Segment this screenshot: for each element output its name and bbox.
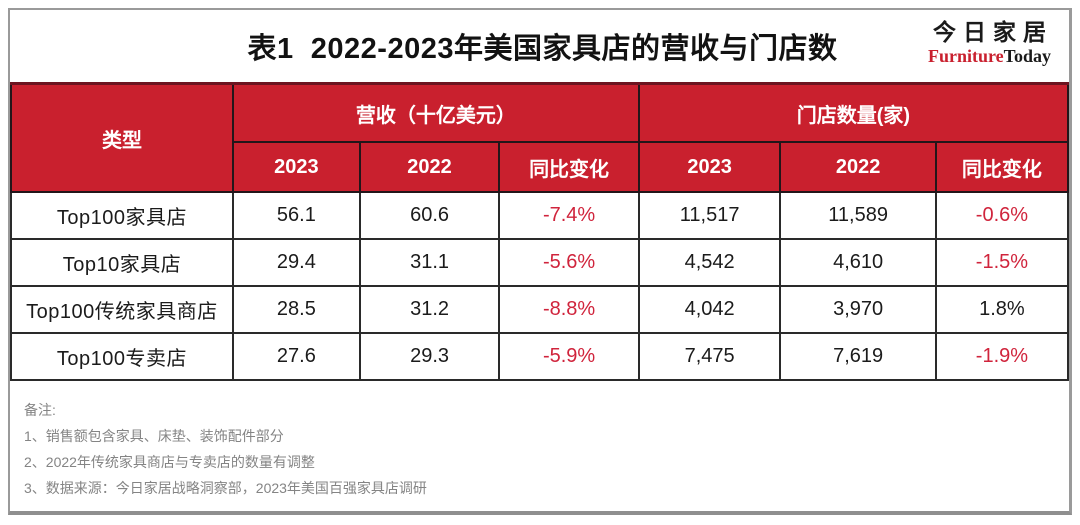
revenue-2023-value: 27.6 [231,332,361,381]
stores-change-value: -1.5% [934,238,1070,287]
logo-today-text: Today [1003,46,1051,67]
footnote-item: 3、数据来源：今日家居战略洞察部，2023年美国百强家具店调研 [24,480,427,496]
header-revenue-2023: 2023 [231,141,361,193]
row-label: Top100家具店 [10,191,234,240]
stores-change-value: -1.9% [934,332,1070,381]
stores-2022-value: 3,970 [779,285,937,334]
table-row: Top100传统家具商店 28.5 31.2 -8.8% 4,042 3,970… [10,285,1070,334]
stores-2023-value: 4,542 [637,238,782,287]
row-label: Top100传统家具商店 [10,285,234,334]
furniture-stores-table: 类型 营收（十亿美元） 门店数量(家) 2023 2022 同比变化 2023 … [10,82,1070,381]
stores-2022-value: 4,610 [779,238,937,287]
revenue-2022-value: 29.3 [358,332,501,381]
title-band: 表1 2022-2023年美国家具店的营收与门店数 今日家居 Furniture… [10,10,1069,82]
logo-chinese-text: 今日家居 [932,19,1053,45]
logo-english-text: FurnitureToday [927,46,1051,67]
stores-2023-value: 4,042 [637,285,782,334]
revenue-2022-value: 60.6 [358,191,501,240]
page-title: 表1 2022-2023年美国家具店的营收与门店数 [247,33,838,65]
revenue-change-value: -5.6% [498,238,640,287]
header-revenue-2022: 2022 [358,141,501,193]
header-stores-change: 同比变化 [934,141,1070,193]
stores-change-value: -0.6% [934,191,1070,240]
stores-2022-value: 11,589 [779,191,937,240]
header-stores-2022: 2022 [779,141,937,193]
furniture-today-logo: 今日家居 FurnitureToday [927,19,1051,67]
revenue-2022-value: 31.2 [358,285,501,334]
revenue-2023-value: 29.4 [231,238,361,287]
header-group-revenue: 营收（十亿美元） [231,82,640,143]
header-revenue-change: 同比变化 [498,141,640,193]
logo-furniture-text: Furniture [927,46,1004,67]
table-row: Top100专卖店 27.6 29.3 -5.9% 7,475 7,619 -1… [10,332,1070,381]
stores-2023-value: 7,475 [637,332,782,381]
stores-2022-value: 7,619 [779,332,937,381]
revenue-2023-value: 56.1 [231,191,361,240]
footnote-item: 2、2022年传统家具商店与专卖店的数量有调整 [24,454,315,470]
revenue-change-value: -8.8% [498,285,640,334]
header-sub-row: 2023 2022 同比变化 2023 2022 同比变化 [11,141,1070,193]
stores-change-value: 1.8% [934,285,1070,334]
table-row: Top10家具店 29.4 31.1 -5.6% 4,542 4,610 -1.… [10,238,1070,287]
footnote-label: 备注: [24,402,56,418]
row-label: Top10家具店 [10,238,234,287]
stores-2023-value: 11,517 [637,191,782,240]
revenue-change-value: -5.9% [498,332,640,381]
header-group-row: 类型 营收（十亿美元） 门店数量(家) [10,82,1070,193]
report-frame: 表1 2022-2023年美国家具店的营收与门店数 今日家居 Furniture… [8,8,1072,515]
table-row: Top100家具店 56.1 60.6 -7.4% 11,517 11,589 … [10,191,1070,240]
header-group-stores: 门店数量(家) [637,82,1070,143]
footnote-item: 1、销售额包含家具、床垫、装饰配件部分 [24,428,284,444]
footnotes: 备注: 1、销售额包含家具、床垫、装饰配件部分 2、2022年传统家具商店与专卖… [10,381,1069,501]
header-type: 类型 [10,82,234,193]
revenue-2023-value: 28.5 [231,285,361,334]
row-label: Top100专卖店 [10,332,234,381]
revenue-2022-value: 31.1 [358,238,501,287]
header-stores-2023: 2023 [637,141,782,193]
revenue-change-value: -7.4% [498,191,640,240]
